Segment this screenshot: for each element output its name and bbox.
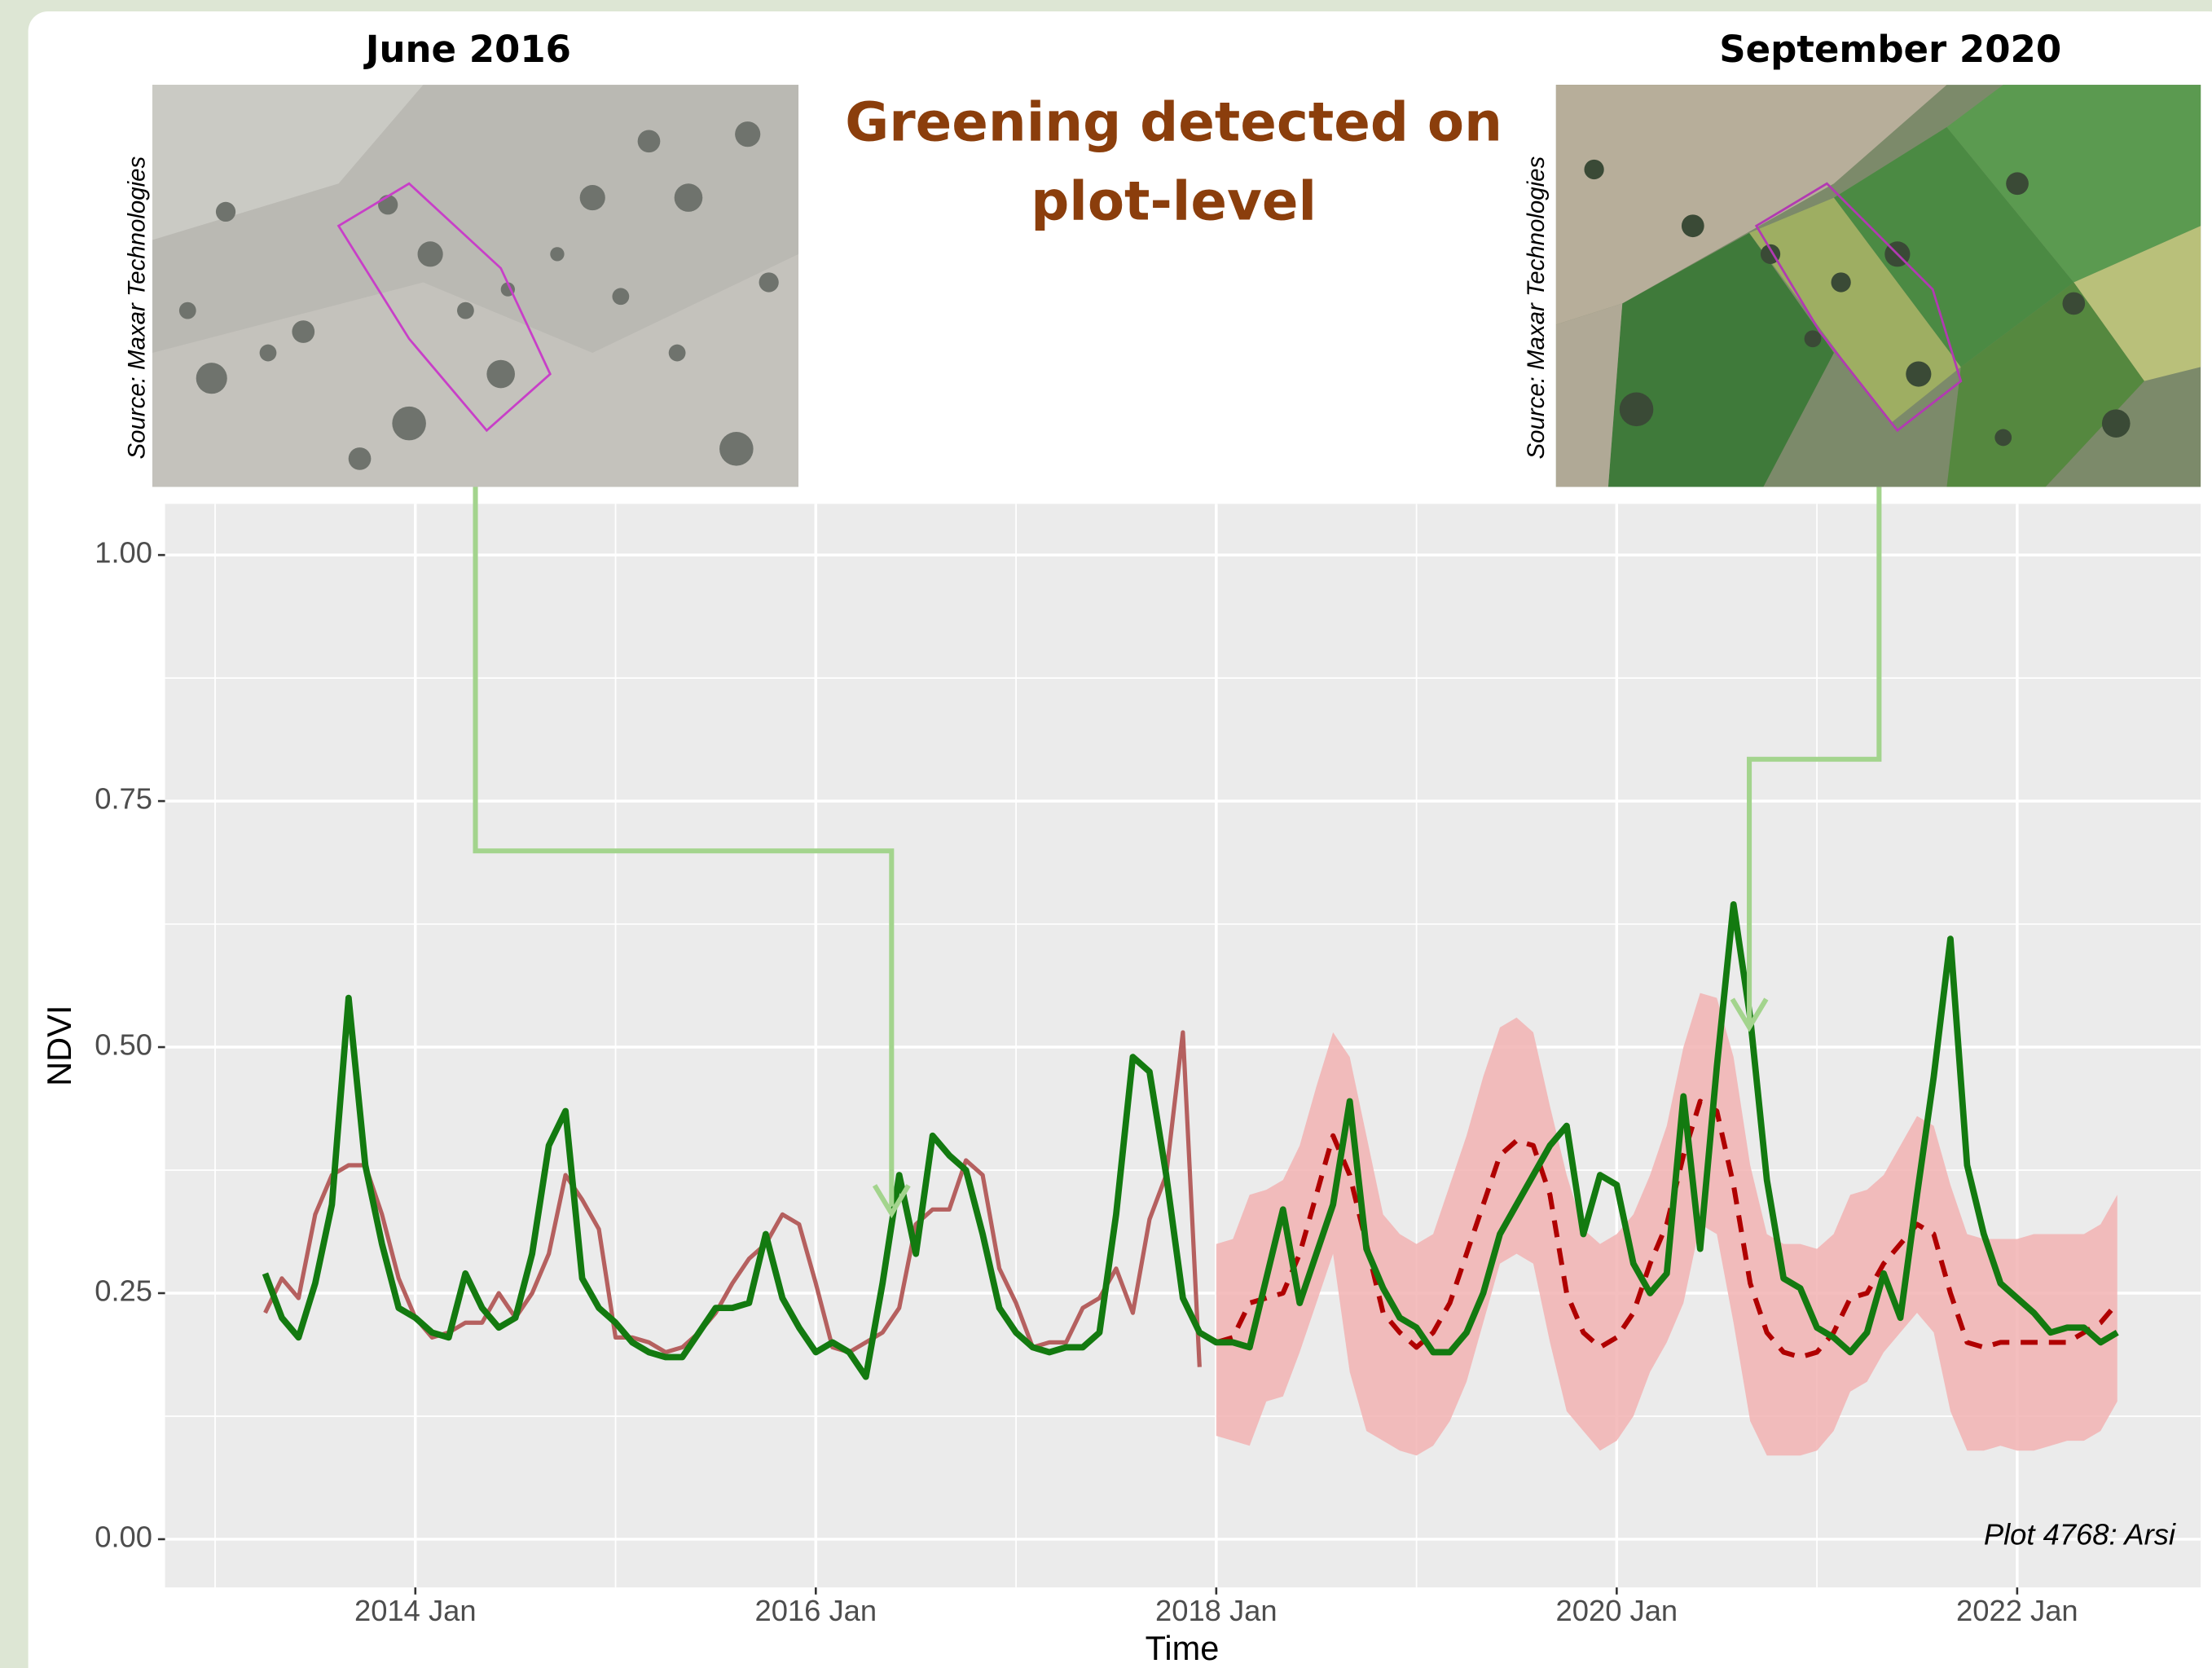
satellite-image-2016 bbox=[152, 85, 798, 486]
page: {"chart_data": {"type": "line", "title":… bbox=[0, 0, 2212, 1668]
x-tick-label: 2020 Jan bbox=[1556, 1594, 1678, 1627]
x-tick-label: 2016 Jan bbox=[754, 1594, 877, 1627]
satellite-image-2020 bbox=[1556, 85, 2201, 486]
image-credit: Source: Maxar Technologies bbox=[123, 156, 150, 459]
image-caption: September 2020 bbox=[1719, 28, 2061, 71]
x-tick-label: 2014 Jan bbox=[354, 1594, 477, 1627]
y-tick-label: 0.25 bbox=[95, 1274, 152, 1308]
x-axis-title: Time bbox=[1146, 1629, 1220, 1667]
y-tick-label: 1.00 bbox=[95, 536, 152, 570]
plot-annotation: Plot 4768: Arsi bbox=[1984, 1517, 2176, 1551]
image-caption: June 2016 bbox=[363, 28, 571, 71]
image-credit: Source: Maxar Technologies bbox=[1523, 156, 1550, 459]
x-tick-label: 2022 Jan bbox=[1956, 1594, 2078, 1627]
plot-area: 0.00 0.25 0.50 0.75 1.00 2014 Jan 2016 Jan 2018… bbox=[95, 504, 2201, 1627]
y-tick-label: 0.00 bbox=[95, 1521, 152, 1554]
x-tick-label: 2018 Jan bbox=[1155, 1594, 1278, 1627]
y-axis-title: NDVI bbox=[40, 1006, 78, 1086]
y-tick-label: 0.50 bbox=[95, 1028, 152, 1062]
chart-title: plot-level bbox=[1031, 169, 1317, 232]
chart-title: Greening detected on bbox=[845, 90, 1502, 153]
figure: June 2016 September 2020 Source: Maxar T… bbox=[0, 0, 2212, 1668]
y-tick-label: 0.75 bbox=[95, 782, 152, 816]
